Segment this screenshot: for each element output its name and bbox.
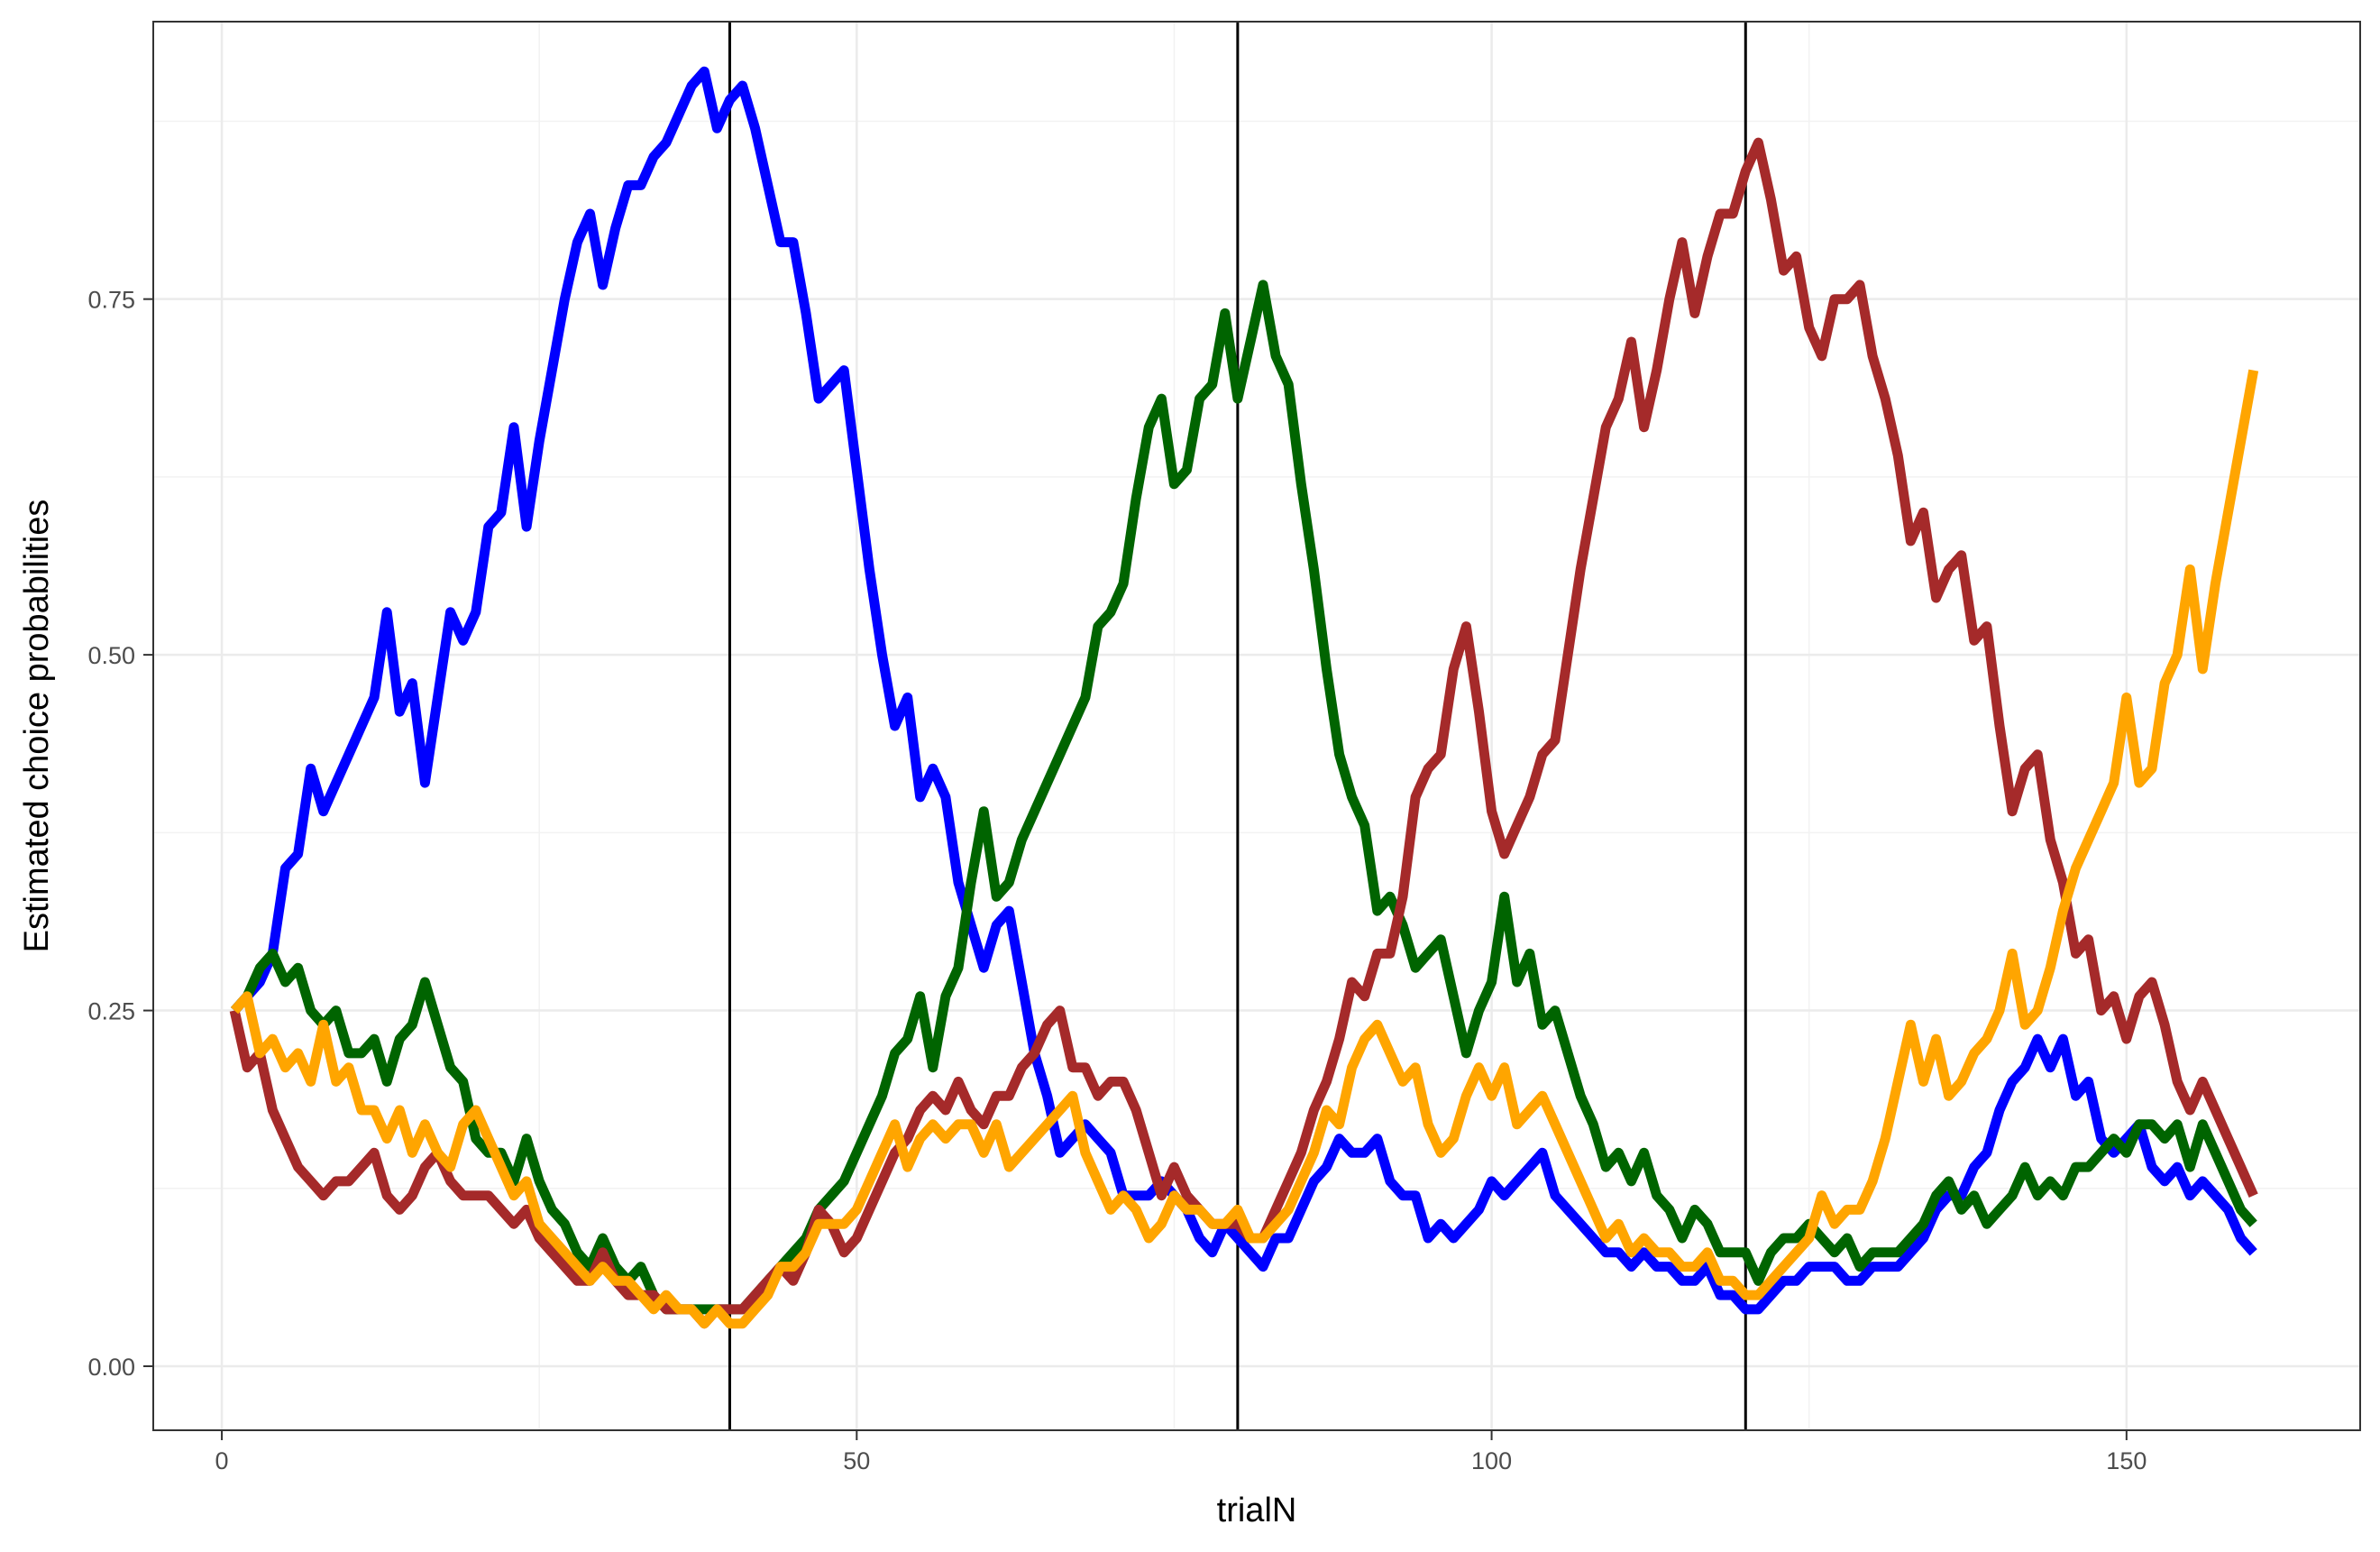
y-tick-label: 0.75 [87, 287, 135, 314]
y-axis-title: Estimated choice probabilities [18, 500, 56, 953]
series-line-1 [230, 66, 2257, 1315]
x-tick-label: 100 [1471, 1447, 1512, 1474]
plot-panel [153, 22, 2360, 1430]
x-tick-label: 0 [215, 1447, 229, 1474]
x-axis-title: trialN [1217, 1492, 1297, 1529]
x-tick-label: 50 [843, 1447, 870, 1474]
x-axis: 0 50 100 150 [215, 1430, 2147, 1474]
series-line-4 [230, 369, 2259, 1329]
y-tick-label: 0.50 [87, 642, 135, 669]
plot-border [152, 21, 2361, 1431]
x-tick-label: 150 [2106, 1447, 2147, 1474]
y-axis: 0.00 0.25 0.50 0.75 [87, 287, 153, 1381]
series-line-2 [230, 280, 2257, 1315]
y-tick-label: 0.25 [87, 998, 135, 1025]
series-lines [229, 66, 2259, 1329]
vertical-lines [728, 22, 1747, 1430]
y-tick-label: 0.00 [87, 1354, 135, 1381]
